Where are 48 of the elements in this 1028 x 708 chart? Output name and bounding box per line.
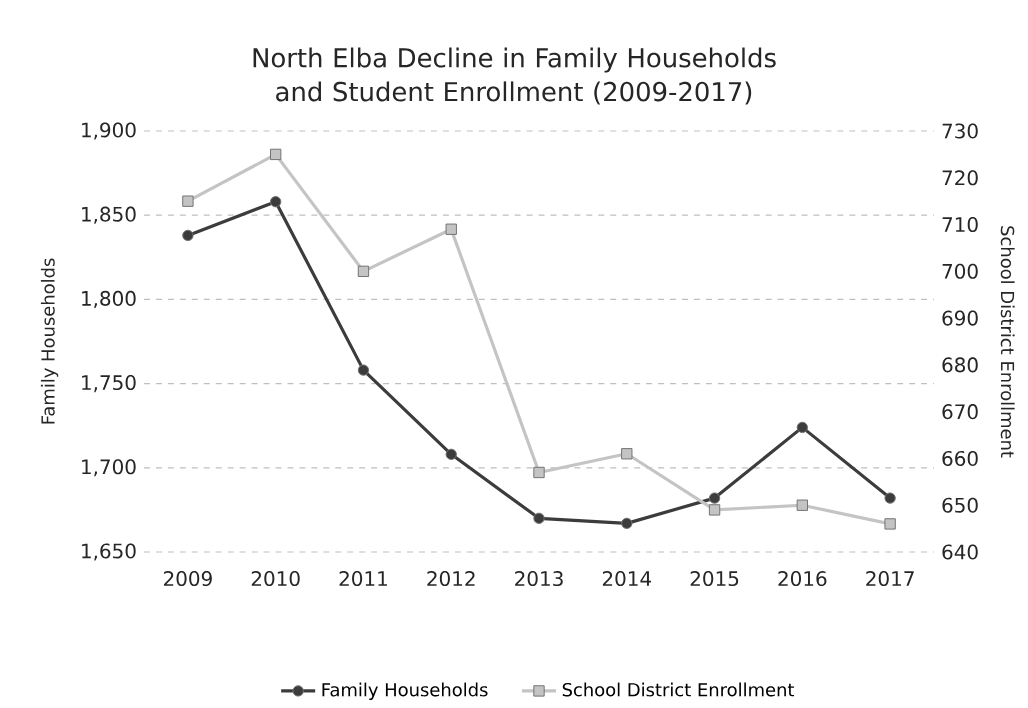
y-tick-label: 1,650 [82,543,136,561]
y-axis-title: Family Households [40,258,59,424]
point [884,492,896,504]
point [445,448,457,461]
x-tick-label: 2016 [778,571,827,587]
point [708,504,721,516]
point [182,195,194,207]
point [269,196,282,208]
y-tick-label: 1,850 [82,206,136,224]
y2-tick-label: 710 [942,217,978,233]
point [884,518,896,530]
y-tick-label: 1,800 [82,290,136,308]
legend-label: School District Enrollment [562,682,795,697]
x-tick-label: 2010 [251,571,300,587]
y2-tick-label: 650 [942,497,978,513]
point [357,265,370,278]
y2-tick-label: 670 [942,404,978,420]
x-tick-label: 2017 [866,571,914,587]
x-tick-label: 2012 [427,571,475,587]
point [357,364,370,376]
point [533,512,545,524]
y2-tick-label: 660 [942,450,978,466]
point [796,421,809,434]
y2-tick-label: 730 [942,123,978,139]
y2-tick-label: 690 [942,310,978,326]
point [621,517,633,530]
point [269,148,282,161]
point [708,492,721,504]
x-tick-label: 2015 [690,571,739,587]
point [182,229,194,242]
y2-axis-title: School District Enrollment [1000,226,1015,458]
chart-title: North Elba Decline in Family Households and Student Enrollment (2009-2017) [253,47,776,105]
y-tick-label: 1,700 [82,459,136,477]
y2-tick-label: 700 [942,263,978,279]
y2-tick-label: 720 [942,170,978,186]
y2-tick-label: 640 [942,544,978,560]
x-tick-label: 2009 [164,571,212,587]
point [796,499,809,511]
point [445,223,457,235]
x-tick-label: 2013 [515,571,563,587]
x-tick-label: 2011 [339,571,387,587]
y-tick-label: 1,900 [82,122,136,140]
x-tick-label: 2014 [602,571,651,587]
y-tick-label: 1,750 [82,375,136,393]
point [533,466,545,479]
y2-tick-label: 680 [942,357,978,373]
legend-label: Family Households [322,682,488,700]
point [621,448,633,460]
